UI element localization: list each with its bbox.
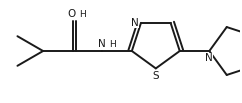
Text: N: N <box>131 18 138 28</box>
Text: H: H <box>79 10 86 19</box>
Text: H: H <box>109 40 115 49</box>
Text: S: S <box>152 71 159 81</box>
Text: O: O <box>68 9 76 19</box>
Text: N: N <box>98 39 106 49</box>
Text: N: N <box>205 53 213 63</box>
